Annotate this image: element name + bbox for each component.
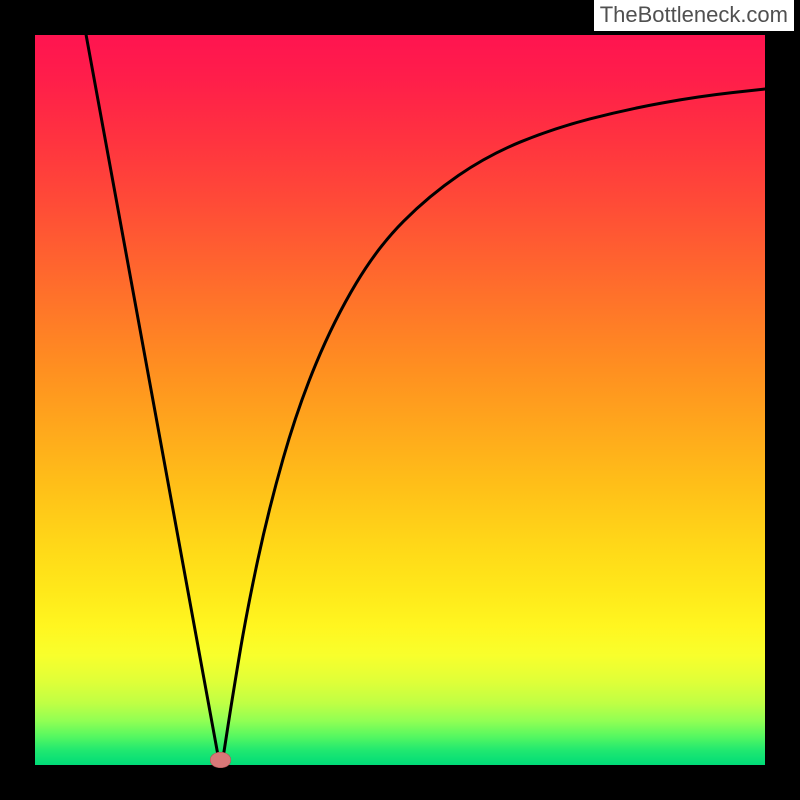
plot-area: [35, 35, 765, 765]
optimum-marker-icon: [210, 752, 230, 767]
chart-root: { "watermark": { "text": "TheBottleneck.…: [0, 0, 800, 800]
watermark-label: TheBottleneck.com: [594, 0, 794, 31]
bottleneck-curve: [35, 35, 765, 765]
